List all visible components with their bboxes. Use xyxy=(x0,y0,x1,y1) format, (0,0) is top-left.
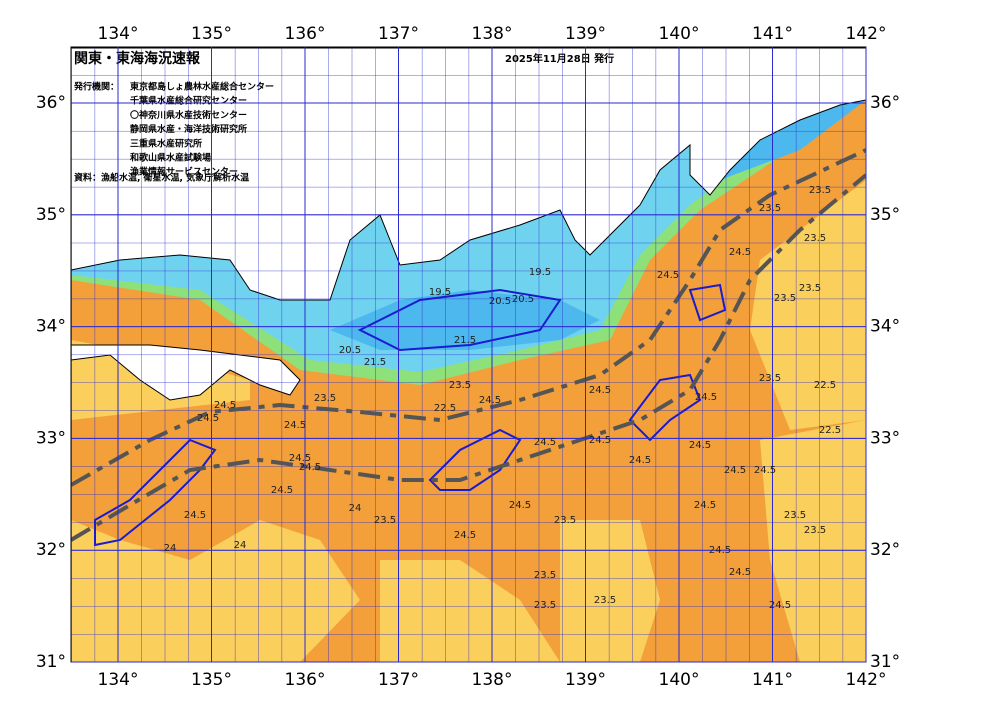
agencies-label: 発行機関： xyxy=(73,81,119,93)
contour-label: 24.5 xyxy=(729,567,751,578)
x-tick-label: 140° xyxy=(659,24,700,44)
contour-label: 20.5 xyxy=(489,296,511,307)
contour-label: 24 xyxy=(349,503,362,514)
contour-label: 24.5 xyxy=(284,420,306,431)
contour-label: 23.5 xyxy=(784,510,806,521)
y-tick-label: 36° xyxy=(36,93,66,113)
contour-label: 24.5 xyxy=(534,437,556,448)
y-tick-label: 32° xyxy=(36,540,66,560)
agency: 千葉県水産総合研究センター xyxy=(130,95,247,107)
contour-label: 24.5 xyxy=(754,465,776,476)
x-tick-label: 142° xyxy=(846,670,887,690)
contour-label: 23.5 xyxy=(534,570,556,581)
x-tick-label: 134° xyxy=(98,24,139,44)
agency: 静岡県水産・海洋技術研究所 xyxy=(130,123,247,135)
contour-label: 21.5 xyxy=(454,335,476,346)
contour-label: 22.5 xyxy=(819,425,841,436)
x-tick-label: 142° xyxy=(846,24,887,44)
x-tick-label: 139° xyxy=(565,24,606,44)
y-tick-label: 35° xyxy=(870,205,900,225)
contour-label: 23.5 xyxy=(774,293,796,304)
contour-label: 24.5 xyxy=(454,530,476,541)
contour-label: 24.5 xyxy=(271,485,293,496)
y-tick-label: 31° xyxy=(36,652,66,672)
contour-label: 23.5 xyxy=(594,595,616,606)
contour-label: 24.5 xyxy=(629,455,651,466)
contours-blue xyxy=(94,283,727,547)
contour-label: 24 xyxy=(164,543,177,554)
contour-label: 23.5 xyxy=(804,233,826,244)
contour-label: 23.5 xyxy=(759,373,781,384)
contour-label: 24.5 xyxy=(694,500,716,511)
x-tick-label: 139° xyxy=(565,670,606,690)
contour-label: 23.5 xyxy=(554,515,576,526)
y-tick-label: 33° xyxy=(870,428,900,448)
contour-label: 23.5 xyxy=(534,600,556,611)
title: 関東・東海海況速報 xyxy=(74,50,201,67)
map-area xyxy=(71,47,866,662)
agency: 三重県水産研究所 xyxy=(130,137,202,149)
contour-label: 20.5 xyxy=(512,294,534,305)
y-tick-label: 32° xyxy=(870,540,900,560)
contour-label: 24.5 xyxy=(689,440,711,451)
contour-label: 23.5 xyxy=(314,393,336,404)
contour-label: 23.5 xyxy=(759,203,781,214)
x-tick-label: 137° xyxy=(378,24,419,44)
x-tick-label: 135° xyxy=(191,670,232,690)
y-tick-label: 34° xyxy=(36,317,66,337)
contour-label: 24.5 xyxy=(724,465,746,476)
contour-label: 24.5 xyxy=(214,400,236,411)
contour-label: 23.5 xyxy=(799,283,821,294)
contour-label: 24.5 xyxy=(184,510,206,521)
x-tick-label: 135° xyxy=(191,24,232,44)
contour-label: 24.5 xyxy=(589,435,611,446)
agency: 和歌山県水産試験場 xyxy=(129,152,211,164)
contour-label: 22.5 xyxy=(814,380,836,391)
x-tick-label: 138° xyxy=(472,24,513,44)
issue-date: 2025年11月28日 発行 xyxy=(505,52,614,65)
contour-label: 24 xyxy=(234,540,247,551)
contour-label: 23.5 xyxy=(374,515,396,526)
contour-label: 20.5 xyxy=(339,345,361,356)
contour-label: 22.5 xyxy=(434,403,456,414)
contour-label: 24.5 xyxy=(709,545,731,556)
y-tick-label: 34° xyxy=(870,317,900,337)
contour-label: 24.5 xyxy=(657,270,679,281)
x-tick-label: 140° xyxy=(659,670,700,690)
y-tick-label: 31° xyxy=(870,652,900,672)
contour-label: 19.5 xyxy=(429,287,451,298)
x-tick-label: 137° xyxy=(378,670,419,690)
agency: 〇神奈川県水産技術センター xyxy=(130,109,247,121)
minor-grid xyxy=(71,47,866,662)
agency: 東京都島しょ農林水産総合センター xyxy=(130,81,274,93)
y-tick-label: 36° xyxy=(870,93,900,113)
y-tick-label: 35° xyxy=(36,205,66,225)
x-tick-label: 136° xyxy=(285,24,326,44)
x-tick-label: 141° xyxy=(752,670,793,690)
contour-label: 24.5 xyxy=(769,600,791,611)
contour-label: 23.5 xyxy=(449,380,471,391)
contour-label: 23.5 xyxy=(809,185,831,196)
contour-label: 24.5 xyxy=(509,500,531,511)
contour-label: 21.5 xyxy=(364,357,386,368)
contour-label: 24.5 xyxy=(589,385,611,396)
agency: 漁業情報サービスセンター xyxy=(130,166,238,178)
x-tick-label: 141° xyxy=(752,24,793,44)
contour-label: 24.5 xyxy=(479,395,501,406)
contour-label: 24.5 xyxy=(299,462,321,473)
y-tick-label: 33° xyxy=(36,428,66,448)
contour-label: 24.5 xyxy=(197,413,219,424)
contour-label: 23.5 xyxy=(804,525,826,536)
contour-label: 19.5 xyxy=(529,267,551,278)
x-tick-label: 138° xyxy=(472,670,513,690)
contour-label: 24.5 xyxy=(729,247,751,258)
x-tick-label: 136° xyxy=(285,670,326,690)
contour-label: 24.5 xyxy=(289,453,311,464)
current-axis xyxy=(71,148,866,542)
contour-label: 24.5 xyxy=(695,392,717,403)
x-tick-label: 134° xyxy=(98,670,139,690)
